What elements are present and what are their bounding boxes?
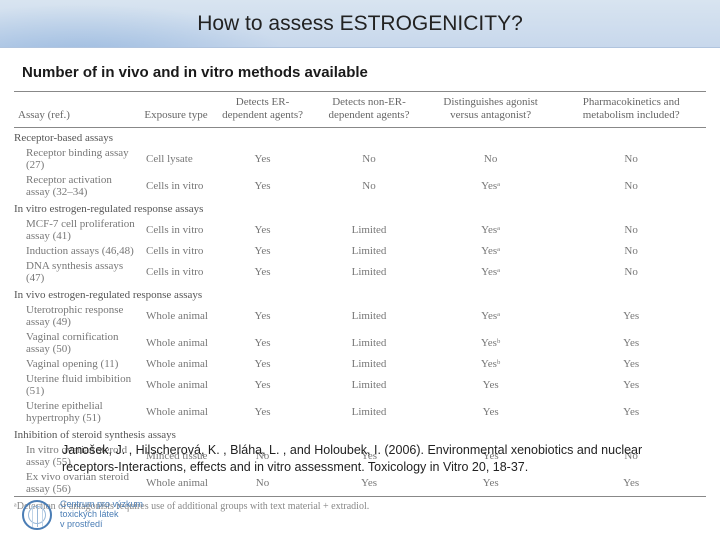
cell: Receptor binding assay (27): [14, 145, 140, 172]
col-er-dependent: Detects ER-dependent agents?: [212, 92, 313, 128]
table-row: Receptor binding assay (27)Cell lysateYe…: [14, 145, 706, 172]
table-row: Uterotrophic response assay (49)Whole an…: [14, 302, 706, 329]
section-heading: In vivo estrogen-regulated response assa…: [14, 285, 706, 302]
col-pharmacokinetics: Pharmacokinetics and metabolism included…: [556, 92, 706, 128]
cell: Yes: [556, 371, 706, 398]
cell: Yes: [556, 398, 706, 425]
section-heading: In vitro estrogen-regulated response ass…: [14, 199, 706, 216]
cell: Yes: [212, 398, 313, 425]
cell: Whole animal: [140, 398, 212, 425]
table-row: Vaginal opening (11)Whole animalYesLimit…: [14, 356, 706, 371]
cell: Yesᵇ: [425, 329, 556, 356]
cell: Vaginal cornification assay (50): [14, 329, 140, 356]
cell: No: [556, 258, 706, 285]
cell: Limited: [313, 258, 425, 285]
cell: Whole animal: [140, 356, 212, 371]
col-agonist-antagonist: Distinguishes agonist versus antagonist?: [425, 92, 556, 128]
cell: Limited: [313, 243, 425, 258]
cell: Limited: [313, 216, 425, 243]
citation: Janošek, J. , Hilscherová, K. , Bláha, L…: [62, 442, 680, 476]
cell: Whole animal: [140, 371, 212, 398]
cell: No: [556, 216, 706, 243]
footer: Centrum pro výzkumtoxických látekv prost…: [22, 500, 143, 530]
cell: Cells in vitro: [140, 172, 212, 199]
cell: No: [313, 145, 425, 172]
cell: Yes: [212, 329, 313, 356]
cell: Uterine fluid imbibition (51): [14, 371, 140, 398]
cell: Limited: [313, 302, 425, 329]
assay-table: Assay (ref.) Exposure type Detects ER-de…: [14, 91, 706, 497]
col-assay: Assay (ref.): [14, 92, 140, 128]
title-bar: How to assess ESTROGENICITY?: [0, 0, 720, 48]
cell: Yesᵃ: [425, 172, 556, 199]
cell: Cells in vitro: [140, 258, 212, 285]
table-row: Vaginal cornification assay (50)Whole an…: [14, 329, 706, 356]
table-row: Induction assays (46,48)Cells in vitroYe…: [14, 243, 706, 258]
cell: Cells in vitro: [140, 216, 212, 243]
cell: Cells in vitro: [140, 243, 212, 258]
cell: Yes: [556, 329, 706, 356]
cell: No: [556, 172, 706, 199]
cell: Yes: [425, 398, 556, 425]
cell: No: [556, 145, 706, 172]
cell: Yes: [212, 371, 313, 398]
cell: Yes: [212, 172, 313, 199]
cell: Yes: [212, 302, 313, 329]
cell: No: [556, 243, 706, 258]
cell: Yes: [212, 356, 313, 371]
cell: Yesᵇ: [425, 356, 556, 371]
table-row: DNA synthesis assays (47)Cells in vitroY…: [14, 258, 706, 285]
cell: No: [425, 145, 556, 172]
table-row: Uterine epithelial hypertrophy (51)Whole…: [14, 398, 706, 425]
cell: Yes: [212, 216, 313, 243]
footer-org: Centrum pro výzkumtoxických látekv prost…: [60, 500, 143, 530]
cell: Limited: [313, 329, 425, 356]
cell: Induction assays (46,48): [14, 243, 140, 258]
table-header: Assay (ref.) Exposure type Detects ER-de…: [14, 92, 706, 128]
cell: Uterine epithelial hypertrophy (51): [14, 398, 140, 425]
cell: Yes: [556, 302, 706, 329]
table-row: Receptor activation assay (32–34)Cells i…: [14, 172, 706, 199]
page-title: How to assess ESTROGENICITY?: [0, 0, 720, 36]
assay-table-wrap: Assay (ref.) Exposure type Detects ER-de…: [0, 91, 720, 497]
cell: Cell lysate: [140, 145, 212, 172]
cell: Whole animal: [140, 329, 212, 356]
cell: Yes: [425, 371, 556, 398]
col-exposure: Exposure type: [140, 92, 212, 128]
globe-icon: [22, 500, 52, 530]
cell: Yesᵃ: [425, 243, 556, 258]
cell: Yesᵃ: [425, 216, 556, 243]
table-row: MCF-7 cell proliferation assay (41)Cells…: [14, 216, 706, 243]
cell: Uterotrophic response assay (49): [14, 302, 140, 329]
cell: Yes: [212, 145, 313, 172]
table-row: Uterine fluid imbibition (51)Whole anima…: [14, 371, 706, 398]
cell: Vaginal opening (11): [14, 356, 140, 371]
cell: Whole animal: [140, 302, 212, 329]
subtitle: Number of in vivo and in vitro methods a…: [0, 48, 720, 91]
cell: DNA synthesis assays (47): [14, 258, 140, 285]
cell: Yes: [212, 243, 313, 258]
section-heading: Inhibition of steroid synthesis assays: [14, 425, 706, 442]
cell: MCF-7 cell proliferation assay (41): [14, 216, 140, 243]
cell: Limited: [313, 371, 425, 398]
cell: Limited: [313, 356, 425, 371]
cell: Yes: [212, 258, 313, 285]
cell: Yesᵃ: [425, 258, 556, 285]
col-non-er: Detects non-ER-dependent agents?: [313, 92, 425, 128]
cell: Yesᵃ: [425, 302, 556, 329]
cell: Limited: [313, 398, 425, 425]
cell: No: [313, 172, 425, 199]
section-heading: Receptor-based assays: [14, 128, 706, 146]
cell: Yes: [556, 356, 706, 371]
cell: Receptor activation assay (32–34): [14, 172, 140, 199]
